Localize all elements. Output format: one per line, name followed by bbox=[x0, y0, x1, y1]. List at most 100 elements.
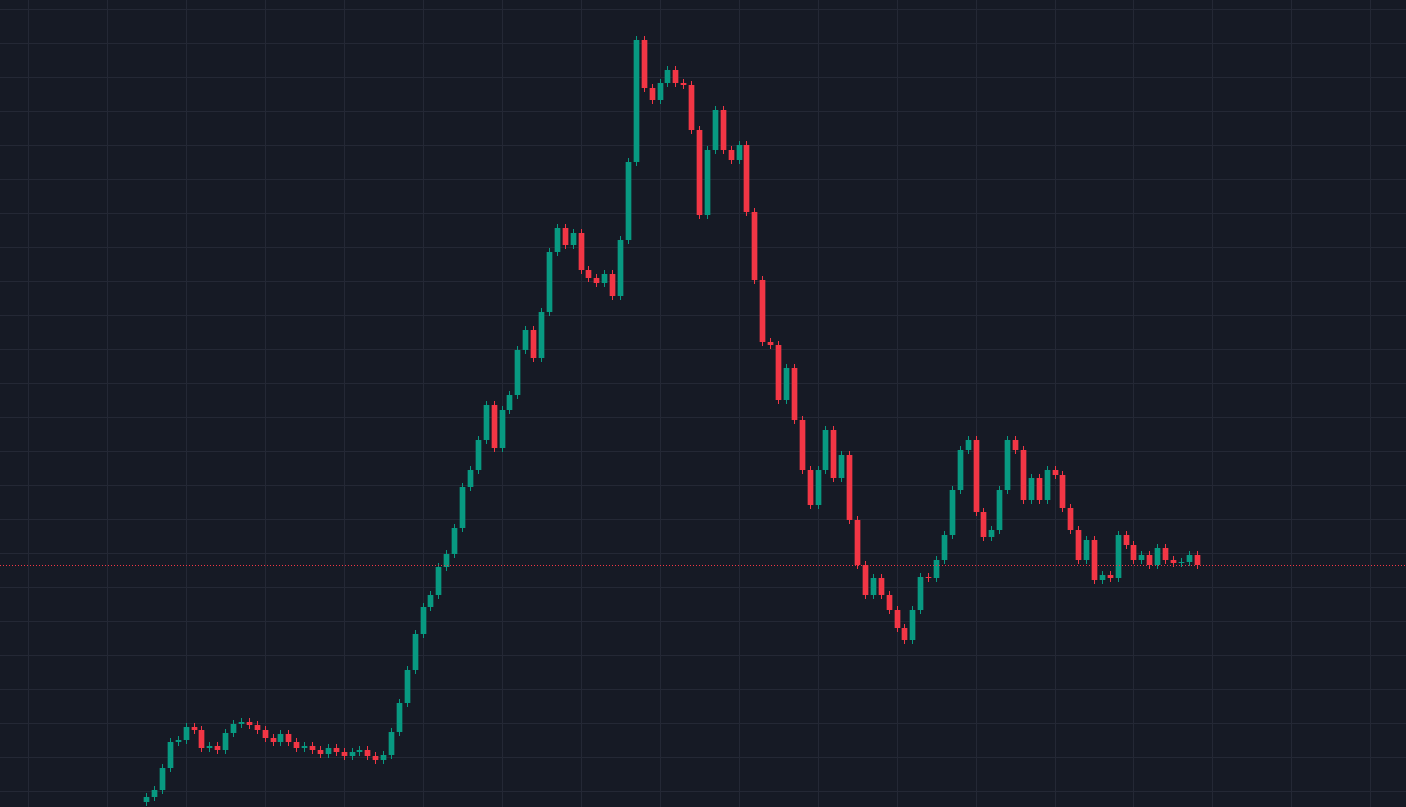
candle-body bbox=[198, 730, 205, 748]
candle-body bbox=[143, 797, 150, 802]
candle-body bbox=[830, 430, 837, 478]
candle-body bbox=[554, 228, 561, 252]
candle-body bbox=[736, 145, 743, 160]
candle-body bbox=[1146, 555, 1153, 565]
candle-body bbox=[1123, 535, 1130, 545]
candle-body bbox=[1052, 470, 1059, 475]
candle-body bbox=[427, 595, 434, 607]
candle-body bbox=[957, 450, 964, 490]
candle-body bbox=[846, 455, 853, 520]
candle-body bbox=[206, 746, 213, 748]
candle-body bbox=[522, 330, 529, 350]
candle-body bbox=[870, 578, 877, 595]
candle-body bbox=[649, 88, 656, 100]
candle-body bbox=[941, 535, 948, 560]
candle-body bbox=[341, 752, 348, 756]
candle-body bbox=[301, 746, 308, 748]
candle-body bbox=[585, 270, 592, 278]
candle-body bbox=[151, 790, 158, 797]
candle-body bbox=[506, 395, 513, 410]
candle-body bbox=[696, 130, 703, 215]
candle-body bbox=[1075, 530, 1082, 560]
candle-body bbox=[1004, 440, 1011, 490]
candle-body bbox=[317, 750, 324, 754]
candle-body bbox=[1162, 548, 1169, 560]
candle-body bbox=[751, 212, 758, 280]
candle-body bbox=[609, 274, 616, 296]
candle-body bbox=[1170, 560, 1177, 563]
candle-body bbox=[420, 607, 427, 634]
candle-body bbox=[886, 595, 893, 610]
candle-body bbox=[1154, 548, 1161, 565]
candle-body bbox=[183, 727, 190, 740]
candle-body bbox=[712, 110, 719, 150]
candle-body bbox=[838, 455, 845, 478]
candle-body bbox=[815, 470, 822, 505]
candle-body bbox=[1059, 475, 1066, 508]
candle-body bbox=[965, 440, 972, 450]
candle-body bbox=[641, 40, 648, 88]
candle-body bbox=[933, 560, 940, 578]
candle-body bbox=[546, 252, 553, 312]
candle-body bbox=[562, 228, 569, 245]
candle-body bbox=[238, 722, 245, 724]
candle-body bbox=[246, 722, 253, 725]
candle-body bbox=[325, 748, 332, 754]
candle-body bbox=[459, 487, 466, 528]
candle-body bbox=[578, 233, 585, 270]
candle-body bbox=[285, 734, 292, 742]
candle-body bbox=[1044, 470, 1051, 500]
candle-body bbox=[878, 578, 885, 595]
candle-body bbox=[254, 725, 261, 730]
candle-body bbox=[783, 368, 790, 400]
candle-body bbox=[262, 730, 269, 738]
candle-body bbox=[277, 734, 284, 742]
candle-body bbox=[1178, 562, 1185, 563]
candle-body bbox=[799, 420, 806, 470]
candle-body bbox=[396, 703, 403, 732]
candle-body bbox=[767, 342, 774, 345]
candle-body bbox=[973, 440, 980, 512]
candle-body bbox=[759, 280, 766, 342]
candle-body bbox=[894, 610, 901, 628]
candle-body bbox=[664, 70, 671, 83]
candle-body bbox=[917, 577, 924, 610]
candle-body bbox=[1130, 545, 1137, 560]
candle-body bbox=[467, 470, 474, 487]
candle-body bbox=[475, 440, 482, 470]
candle-body bbox=[720, 110, 727, 150]
candle-body bbox=[680, 83, 687, 85]
candle-body bbox=[404, 670, 411, 703]
candle-body bbox=[167, 742, 174, 768]
candle-body bbox=[988, 530, 995, 537]
candle-body bbox=[293, 742, 300, 748]
candle-body bbox=[1099, 575, 1106, 580]
candle-body bbox=[688, 85, 695, 130]
candle-body bbox=[309, 746, 316, 750]
candle-body bbox=[625, 162, 632, 240]
candle-body bbox=[822, 430, 829, 470]
candle-body bbox=[191, 727, 198, 730]
candle-body bbox=[491, 405, 498, 448]
candle-body bbox=[372, 756, 379, 760]
candle-body bbox=[230, 724, 237, 733]
candle-body bbox=[617, 240, 624, 296]
candle-body bbox=[1194, 555, 1201, 565]
candle-body bbox=[435, 567, 442, 595]
candle-body bbox=[854, 520, 861, 565]
candle-body bbox=[657, 83, 664, 100]
candle-body bbox=[349, 752, 356, 756]
candle-body bbox=[412, 634, 419, 670]
candle-body bbox=[570, 233, 577, 245]
candle-body bbox=[1028, 478, 1035, 500]
candle-body bbox=[1107, 575, 1114, 578]
candle-body bbox=[443, 554, 450, 567]
candle-body bbox=[1020, 450, 1027, 500]
candle-body bbox=[996, 490, 1003, 530]
candle-body bbox=[499, 410, 506, 448]
candle-body bbox=[728, 150, 735, 160]
candle-body bbox=[1138, 555, 1145, 560]
